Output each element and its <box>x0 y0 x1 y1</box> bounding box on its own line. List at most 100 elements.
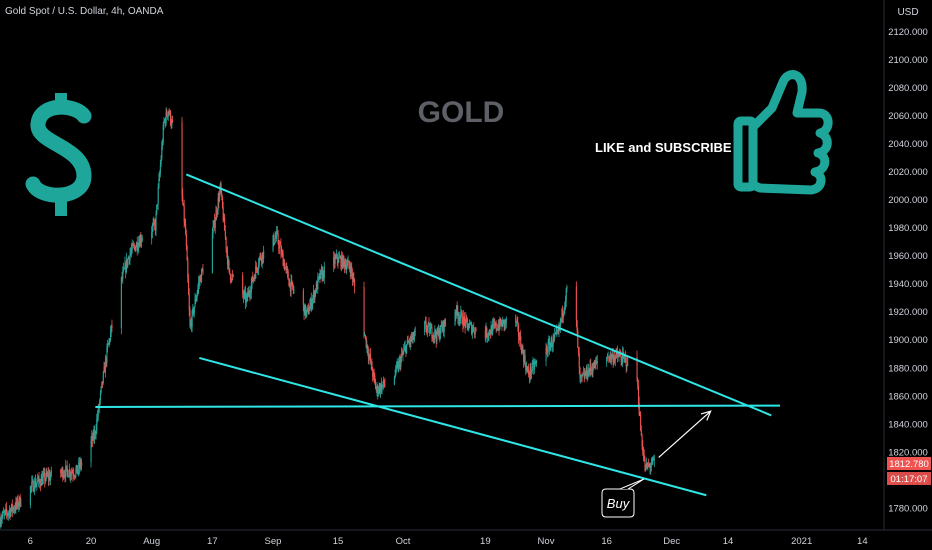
upper-resistance-line[interactable] <box>185 173 772 417</box>
candle-body <box>583 372 585 375</box>
candle-body <box>576 320 578 331</box>
buy-note[interactable]: Buy <box>601 478 645 518</box>
candle-body <box>366 344 368 348</box>
candle-body <box>94 432 96 439</box>
candle-body <box>201 269 203 270</box>
candle-body <box>152 223 154 227</box>
candle-body <box>343 256 345 261</box>
candle-body <box>575 286 577 321</box>
candle-body <box>519 336 521 340</box>
candle-body <box>653 459 655 461</box>
candle-body <box>349 265 351 269</box>
candle-body <box>70 474 72 477</box>
candle-body <box>498 325 500 330</box>
candle-body <box>363 286 365 337</box>
candle-body <box>523 355 525 362</box>
candle-body <box>217 197 219 211</box>
arrow-up-right-icon[interactable] <box>658 410 712 458</box>
candle-body <box>559 325 561 327</box>
candle-body <box>110 332 112 341</box>
support-level-line[interactable] <box>95 404 781 408</box>
candle-body <box>305 311 307 316</box>
candle-body <box>348 260 350 266</box>
candle-body <box>76 465 78 470</box>
candle-body <box>96 418 98 431</box>
candle-body <box>405 346 407 354</box>
candle-body <box>493 323 495 325</box>
candle-body <box>411 332 413 338</box>
candle-body <box>191 311 193 328</box>
candle-body <box>45 472 47 480</box>
candle-body <box>651 458 653 465</box>
candle-body <box>536 360 538 362</box>
candle-body <box>81 462 83 466</box>
candle-body <box>454 311 456 325</box>
candle-body <box>323 266 325 279</box>
candle-body <box>556 330 558 332</box>
candle-body <box>218 197 220 202</box>
candle-body <box>546 352 549 354</box>
candle-body <box>401 353 403 355</box>
x-tick-label: 2021 <box>791 536 812 547</box>
dollar-sign-icon <box>25 93 92 216</box>
candle-body <box>260 259 263 262</box>
time-axis[interactable]: 6 20 Aug 17 Sep 15 Oct 19 Nov 16 Dec 14 2021 14 <box>0 529 932 550</box>
candle-body <box>164 119 166 124</box>
candle-body <box>320 270 322 279</box>
candle-body <box>315 282 317 293</box>
candle-body <box>398 361 400 370</box>
candle-body <box>275 236 277 238</box>
candle-body <box>647 464 649 468</box>
candle-body <box>11 503 13 511</box>
candle-body <box>44 472 46 482</box>
candle-body <box>249 293 251 295</box>
candle-body <box>226 248 228 253</box>
candle-body <box>39 480 41 485</box>
candle-body <box>200 276 202 282</box>
candle-body <box>565 300 567 306</box>
candle-body <box>333 257 335 264</box>
candle-body <box>380 383 382 393</box>
candle-body <box>101 381 103 387</box>
candle-body <box>16 498 18 505</box>
candle-body <box>33 490 35 492</box>
candle-body <box>520 347 523 354</box>
candle-body <box>577 330 579 348</box>
candle-body <box>14 508 16 510</box>
candle-body <box>284 267 286 270</box>
candle-body <box>337 260 339 263</box>
candle-body <box>440 325 442 335</box>
candle-body <box>63 474 65 476</box>
candle-body <box>495 322 497 330</box>
candle-body <box>552 336 554 346</box>
candle-body <box>489 333 491 335</box>
candle-body <box>18 504 20 507</box>
candle-body <box>441 326 443 330</box>
candle-body <box>437 329 439 334</box>
candle-body <box>102 372 104 384</box>
candle-body <box>91 436 93 441</box>
candle-body <box>560 319 562 321</box>
price-axis[interactable]: USD 1780.0001800.0001820.0001840.0001860… <box>883 0 932 530</box>
candle-body <box>563 310 565 313</box>
currency-label: USD <box>897 7 918 18</box>
candle-body <box>293 290 295 292</box>
candle-body <box>36 482 38 485</box>
candle-body <box>578 353 580 368</box>
candle-body <box>172 120 174 123</box>
candle-body <box>548 341 550 343</box>
y-tick-label: 1880.000 <box>888 363 928 374</box>
candle-body <box>263 250 265 260</box>
candle-body <box>196 292 198 298</box>
candle-body <box>547 341 549 353</box>
candle-body <box>531 371 533 375</box>
candle-body <box>496 328 498 330</box>
candle-body <box>242 294 244 298</box>
lower-support-line[interactable] <box>199 356 707 497</box>
candle-body <box>582 374 584 376</box>
candle-body <box>189 310 191 327</box>
candle-body <box>60 470 62 474</box>
candle-body <box>292 287 294 291</box>
candle-body <box>588 369 590 373</box>
